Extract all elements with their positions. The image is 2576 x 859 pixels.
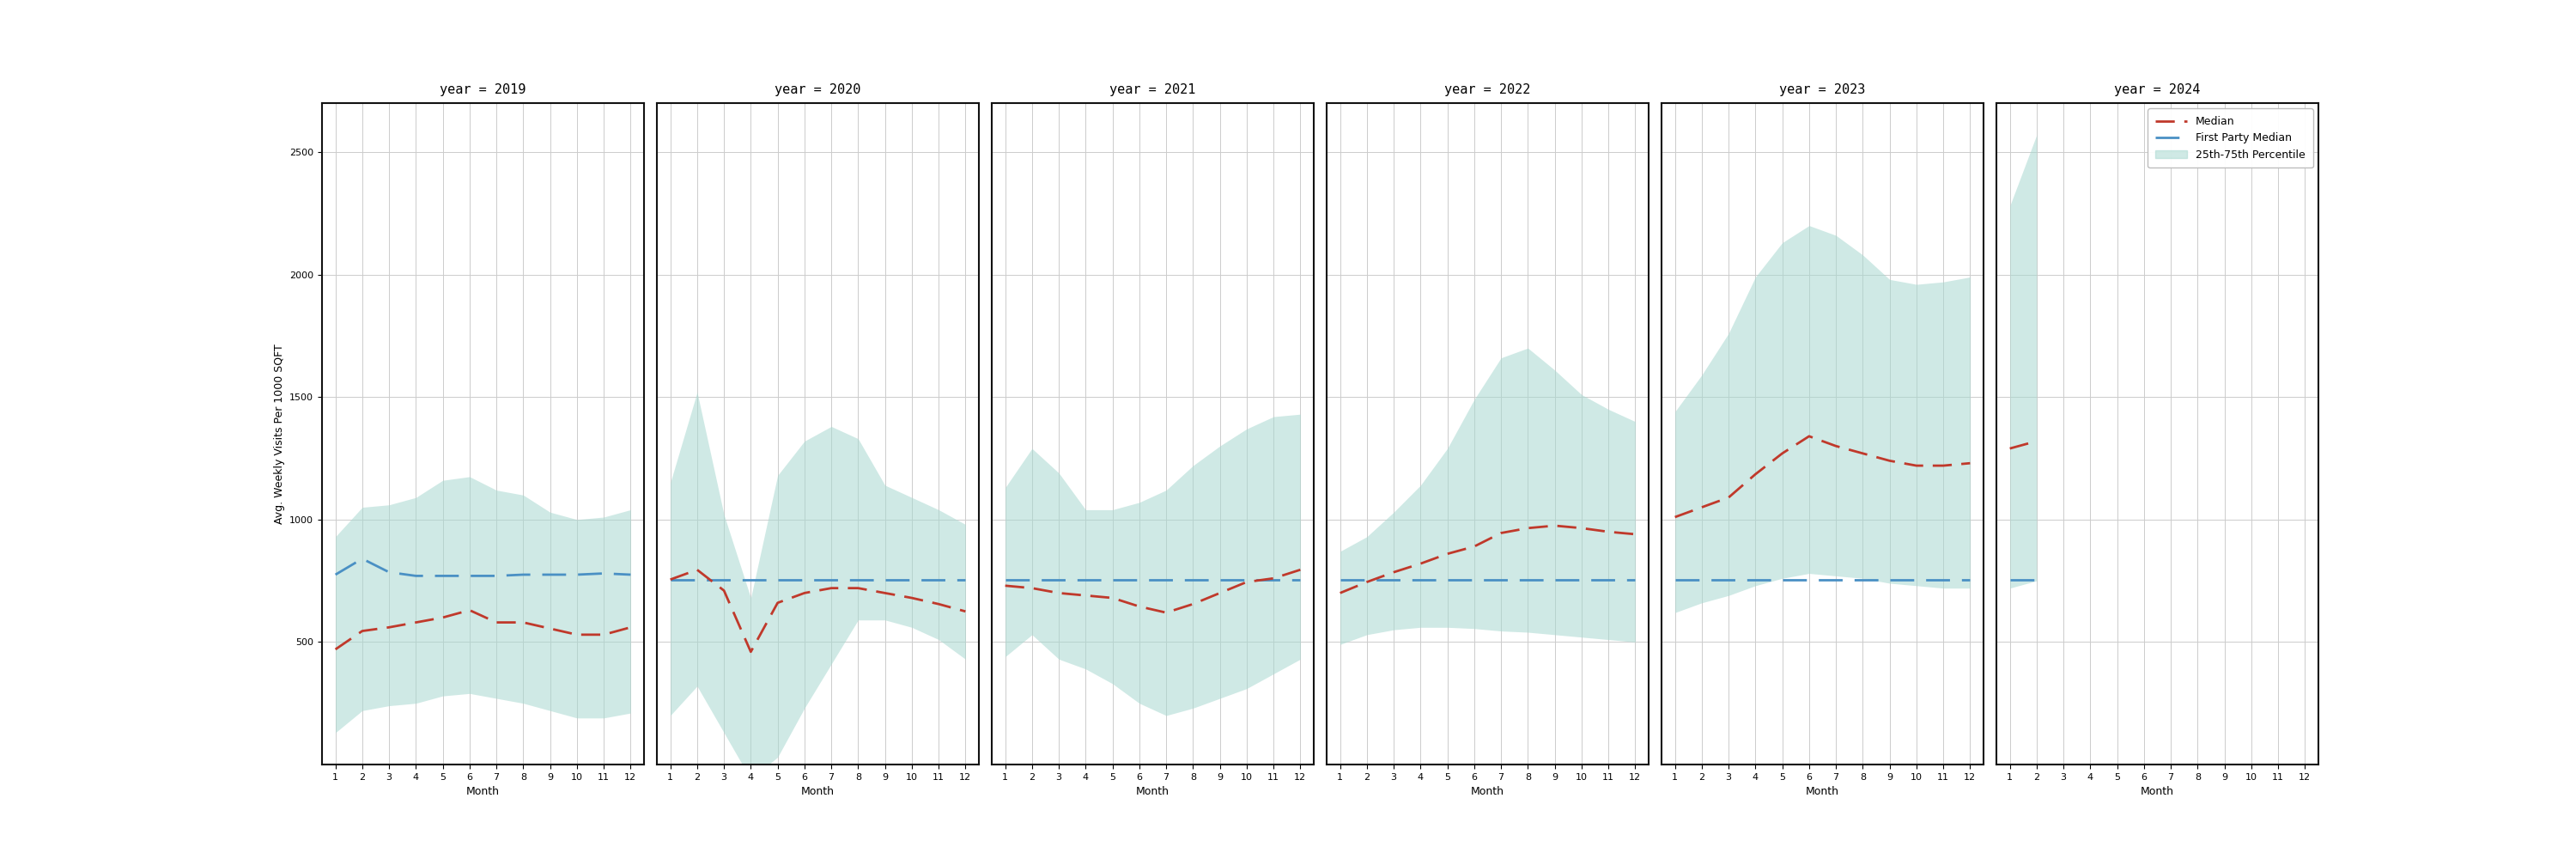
X-axis label: Month: Month bbox=[2141, 786, 2174, 797]
Legend: Median, First Party Median, 25th-75th Percentile: Median, First Party Median, 25th-75th Pe… bbox=[2148, 108, 2313, 168]
Title: year = 2022: year = 2022 bbox=[1445, 83, 1530, 96]
X-axis label: Month: Month bbox=[1136, 786, 1170, 797]
Title: year = 2024: year = 2024 bbox=[2115, 83, 2200, 96]
Title: year = 2019: year = 2019 bbox=[440, 83, 526, 96]
Title: year = 2021: year = 2021 bbox=[1110, 83, 1195, 96]
Y-axis label: Avg. Weekly Visits Per 1000 SQFT: Avg. Weekly Visits Per 1000 SQFT bbox=[273, 344, 286, 524]
X-axis label: Month: Month bbox=[801, 786, 835, 797]
Title: year = 2020: year = 2020 bbox=[775, 83, 860, 96]
X-axis label: Month: Month bbox=[1806, 786, 1839, 797]
X-axis label: Month: Month bbox=[1471, 786, 1504, 797]
X-axis label: Month: Month bbox=[466, 786, 500, 797]
Title: year = 2023: year = 2023 bbox=[1780, 83, 1865, 96]
